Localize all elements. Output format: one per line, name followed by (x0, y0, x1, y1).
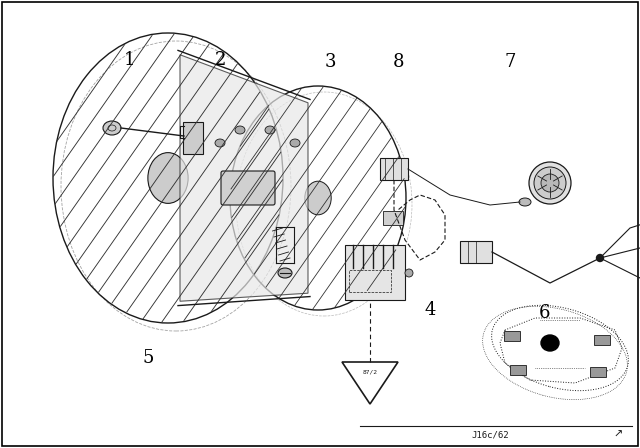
FancyBboxPatch shape (183, 122, 203, 154)
Text: 3: 3 (324, 53, 336, 71)
Ellipse shape (519, 198, 531, 206)
FancyBboxPatch shape (380, 158, 408, 180)
Ellipse shape (534, 167, 566, 199)
Ellipse shape (541, 335, 559, 351)
Text: 5: 5 (142, 349, 154, 367)
Text: J16c/62: J16c/62 (471, 431, 509, 439)
Ellipse shape (290, 139, 300, 147)
Text: 1: 1 (124, 51, 136, 69)
Ellipse shape (148, 153, 188, 203)
Ellipse shape (235, 126, 245, 134)
FancyBboxPatch shape (504, 331, 520, 341)
FancyBboxPatch shape (510, 365, 526, 375)
Text: 6: 6 (540, 304, 551, 322)
FancyBboxPatch shape (383, 211, 403, 225)
Text: ↗: ↗ (613, 430, 623, 440)
FancyBboxPatch shape (594, 335, 610, 345)
Text: 8: 8 (392, 53, 404, 71)
Text: 2: 2 (214, 51, 226, 69)
Text: 7: 7 (504, 53, 516, 71)
FancyBboxPatch shape (221, 171, 275, 205)
Ellipse shape (596, 254, 604, 262)
Ellipse shape (215, 139, 225, 147)
Ellipse shape (278, 268, 292, 278)
Ellipse shape (405, 269, 413, 277)
Ellipse shape (305, 181, 332, 215)
Text: 4: 4 (424, 301, 436, 319)
Ellipse shape (529, 162, 571, 204)
FancyBboxPatch shape (460, 241, 492, 263)
FancyBboxPatch shape (345, 245, 405, 300)
Ellipse shape (103, 121, 121, 135)
FancyBboxPatch shape (590, 367, 606, 377)
Ellipse shape (541, 174, 559, 192)
Text: 87/2: 87/2 (362, 370, 378, 375)
Ellipse shape (265, 126, 275, 134)
Polygon shape (180, 55, 308, 301)
